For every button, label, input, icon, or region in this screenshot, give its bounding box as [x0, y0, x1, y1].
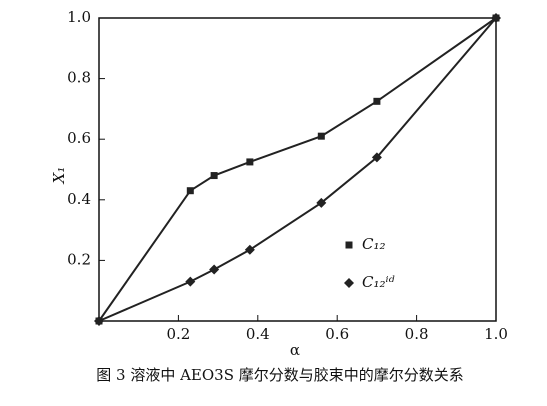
legend-marker	[344, 278, 354, 288]
y-tick-label: 0.2	[67, 250, 91, 268]
y-axis-label: X₁	[50, 167, 68, 185]
x-axis-label: α	[290, 341, 300, 359]
y-tick-label: 1.0	[67, 8, 91, 26]
marker	[371, 152, 382, 163]
marker	[185, 276, 196, 287]
marker	[186, 187, 194, 195]
marker	[244, 244, 255, 255]
x-tick-label: 1.0	[484, 325, 508, 343]
x-tick-label: 0.6	[325, 325, 349, 343]
series-line	[98, 17, 497, 322]
x-tick-label: 0.4	[246, 325, 270, 343]
marker	[491, 13, 501, 23]
plot-frame	[98, 17, 497, 322]
y-tick-label: 0.6	[67, 129, 91, 147]
legend-marker	[345, 241, 353, 249]
marker	[373, 97, 381, 105]
marker	[317, 132, 325, 140]
x-tick-label: 0.2	[166, 325, 190, 343]
marker	[94, 316, 104, 326]
y-tick-label: 0.4	[67, 190, 91, 208]
marker	[316, 197, 327, 208]
marker	[246, 158, 254, 166]
x-tick-label: 0.8	[405, 325, 429, 343]
marker	[209, 264, 220, 275]
legend-label: C₁₂ⁱᵈ	[362, 273, 395, 291]
caption: 图 3 溶液中 AEO3S 摩尔分数与胶束中的摩尔分数关系	[96, 366, 464, 384]
y-tick-label: 0.8	[67, 69, 91, 87]
series-line	[98, 17, 497, 322]
legend-label: C₁₂	[362, 235, 386, 253]
marker	[210, 172, 218, 180]
